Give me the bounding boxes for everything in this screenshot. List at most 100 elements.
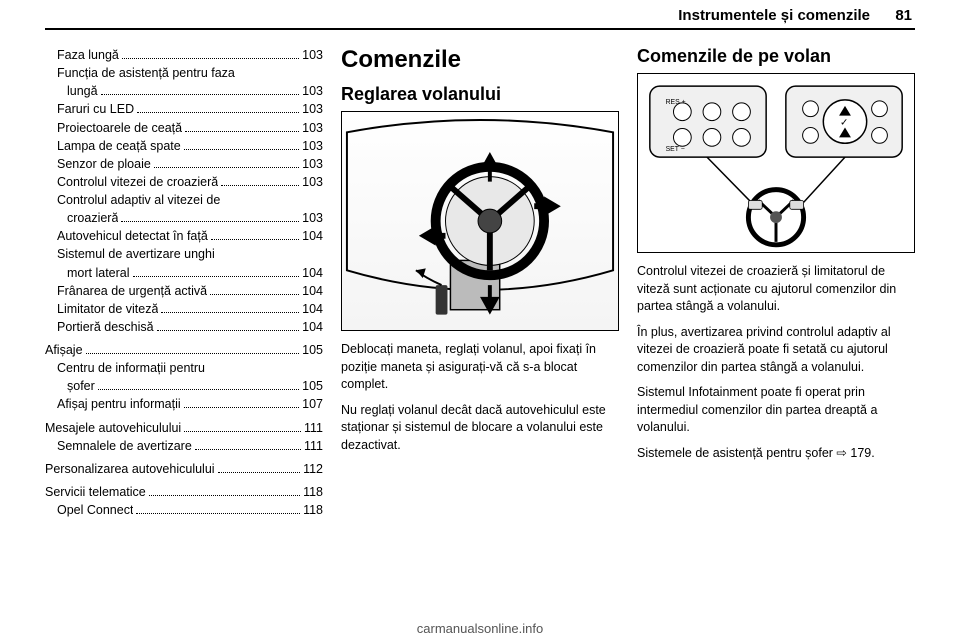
toc-leader-dots: [221, 185, 299, 186]
header-page-number: 81: [895, 7, 912, 24]
toc-entry: Controlul vitezei de croazieră 103: [45, 173, 323, 191]
toc-entry: Mesajele autovehiculului 111: [45, 419, 323, 437]
steering-adjust-para-1: Deblocați maneta, reglați volanul, apoi …: [341, 341, 619, 394]
toc-page-number: 103: [302, 119, 323, 137]
wheel-controls-column: Comenzile de pe volan RES + SET −: [637, 46, 915, 601]
toc-leader-dots: [195, 449, 301, 450]
toc-entry: Personalizarea autovehiculului112: [45, 460, 323, 478]
toc-leader-dots: [122, 58, 299, 59]
toc-entry: Proiectoarele de ceață 103: [45, 119, 323, 137]
toc-label: șofer: [67, 377, 95, 395]
footer-url: carmanualsonline.info: [0, 621, 960, 636]
toc-page-number: 104: [302, 264, 323, 282]
steering-adjust-figure: [341, 111, 619, 331]
toc-page-number: 103: [302, 155, 323, 173]
toc-page-number: 107: [302, 395, 323, 413]
toc-page-number: 104: [302, 227, 323, 245]
toc-page-number: 105: [302, 341, 323, 359]
toc-label: Proiectoarele de ceață: [57, 119, 182, 137]
toc-entry: Autovehicul detectat în față104: [45, 227, 323, 245]
toc-leader-dots: [149, 495, 300, 496]
toc-label: Afișaj pentru informații: [57, 395, 181, 413]
toc-leader-dots: [136, 513, 300, 514]
toc-entry: Servicii telematice 118: [45, 483, 323, 501]
toc-leader-dots: [121, 221, 299, 222]
wheel-controls-para-2: În plus, avertizarea privind controlul a…: [637, 324, 915, 377]
toc-label: Faruri cu LED: [57, 100, 134, 118]
toc-leader-dots: [218, 472, 301, 473]
toc-label: Semnalele de avertizare: [57, 437, 192, 455]
toc-leader-dots: [86, 353, 300, 354]
svg-text:SET −: SET −: [666, 146, 685, 153]
toc-label: Limitator de viteză: [57, 300, 158, 318]
toc-entry: Faza lungă103: [45, 46, 323, 64]
commands-heading: Comenzile: [341, 46, 619, 74]
toc-label: Senzor de ploaie: [57, 155, 151, 173]
toc-page-number: 103: [302, 82, 323, 100]
toc-entry: Afișaj pentru informații 107: [45, 395, 323, 413]
toc-entry: lungă 103: [45, 82, 323, 100]
toc-leader-dots: [184, 149, 299, 150]
toc-entry: Funcția de asistență pentru faza: [45, 64, 323, 82]
toc-leader-dots: [185, 131, 299, 132]
wheel-controls-para-4: Sistemele de asistență pentru șofer ⇨ 17…: [637, 445, 915, 463]
toc-page-number: 104: [302, 282, 323, 300]
toc-page-number: 103: [302, 137, 323, 155]
toc-entry: Portieră deschisă104: [45, 318, 323, 336]
toc-leader-dots: [154, 167, 299, 168]
toc-entry: Lampa de ceață spate 103: [45, 137, 323, 155]
header-divider: [45, 28, 915, 30]
toc-page-number: 105: [302, 377, 323, 395]
toc-label: Controlul vitezei de croazieră: [57, 173, 218, 191]
toc-label: Servicii telematice: [45, 483, 146, 501]
toc-label: Frânarea de urgență activă: [57, 282, 207, 300]
toc-entry: Sistemul de avertizare unghi: [45, 245, 323, 263]
wheel-controls-heading: Comenzile de pe volan: [637, 46, 915, 67]
toc-page-number: 104: [302, 300, 323, 318]
wheel-controls-figure: RES + SET − ✓: [637, 73, 915, 253]
toc-label: Afișaje: [45, 341, 83, 359]
toc-page-number: 118: [303, 483, 323, 501]
toc-entry: Opel Connect118: [45, 501, 323, 519]
toc-leader-dots: [98, 389, 299, 390]
toc-entry: Afișaje 105: [45, 341, 323, 359]
toc-leader-dots: [133, 276, 300, 277]
toc-page-number: 103: [302, 173, 323, 191]
toc-page-number: 103: [302, 209, 323, 227]
toc-page-number: 111: [304, 419, 323, 437]
svg-text:✓: ✓: [840, 118, 848, 129]
toc-label: Funcția de asistență pentru faza: [57, 64, 235, 82]
toc-label: Portieră deschisă: [57, 318, 154, 336]
steering-adjust-para-2: Nu reglați volanul decât dacă autovehicu…: [341, 402, 619, 455]
toc-leader-dots: [101, 94, 300, 95]
header-title: Instrumentele și comenzile: [678, 7, 870, 24]
toc-leader-dots: [161, 312, 299, 313]
toc-leader-dots: [210, 294, 299, 295]
toc-leader-dots: [157, 330, 300, 331]
toc-label: Personalizarea autovehiculului: [45, 460, 215, 478]
toc-entry: Faruri cu LED 103: [45, 100, 323, 118]
toc-label: Centru de informații pentru: [57, 359, 205, 377]
toc-label: lungă: [67, 82, 98, 100]
commands-column: Comenzile Reglarea volanului: [341, 46, 619, 601]
manual-page: Instrumentele și comenzile 81 Faza lungă…: [0, 0, 960, 642]
toc-label: Mesajele autovehiculului: [45, 419, 181, 437]
toc-entry: Semnalele de avertizare 111: [45, 437, 323, 455]
toc-page-number: 111: [304, 437, 323, 455]
toc-label: croazieră: [67, 209, 118, 227]
toc-label: Lampa de ceață spate: [57, 137, 181, 155]
toc-label: Sistemul de avertizare unghi: [57, 245, 215, 263]
content-columns: Faza lungă103Funcția de asistență pentru…: [45, 46, 915, 601]
toc-column: Faza lungă103Funcția de asistență pentru…: [45, 46, 323, 601]
wheel-controls-para-1: Controlul vitezei de croazieră și limita…: [637, 263, 915, 316]
toc-leader-dots: [184, 407, 299, 408]
toc-leader-dots: [137, 112, 299, 113]
toc-label: Opel Connect: [57, 501, 133, 519]
toc-page-number: 103: [302, 100, 323, 118]
toc-entry: șofer 105: [45, 377, 323, 395]
toc-entry: Controlul adaptiv al vitezei de: [45, 191, 323, 209]
toc-entry: croazieră 103: [45, 209, 323, 227]
toc-label: Controlul adaptiv al vitezei de: [57, 191, 220, 209]
svg-text:RES +: RES +: [666, 99, 686, 106]
toc-leader-dots: [184, 431, 301, 432]
